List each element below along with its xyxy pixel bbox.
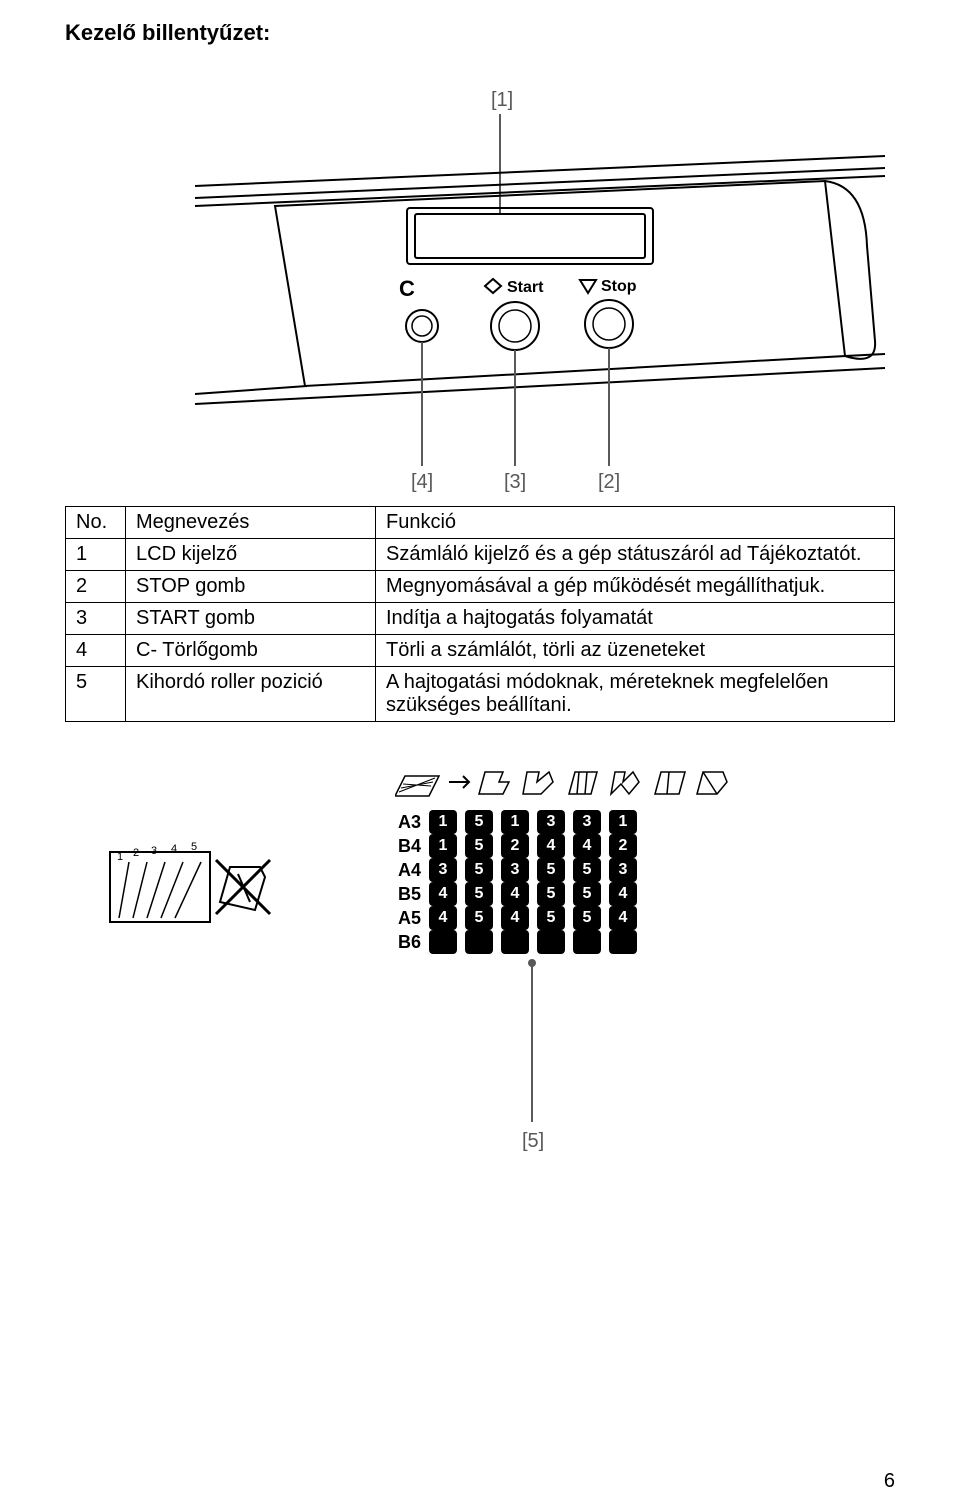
svg-text:3: 3 xyxy=(151,845,157,857)
fold-chart-figure: 1 2 3 4 5 xyxy=(65,762,895,1142)
callout-5: [5] xyxy=(522,1130,544,1152)
fold-row: A4 3 5 3 5 5 3 xyxy=(383,858,637,882)
svg-text:2: 2 xyxy=(133,847,139,859)
header-no: No. xyxy=(66,507,126,539)
fold-grid: A3 1 5 1 3 3 1 B4 1 5 2 4 4 2 A4 3 5 3 5… xyxy=(383,810,637,954)
page-title: Kezelő billentyűzet: xyxy=(65,20,895,46)
table-row: 2 STOP gomb Megnyomásával a gép működésé… xyxy=(66,571,895,603)
svg-text:4: 4 xyxy=(171,843,177,855)
table-row: 3 START gomb Indítja a hajtogatás folyam… xyxy=(66,603,895,635)
table-header-row: No. Megnevezés Funkció xyxy=(66,507,895,539)
c-button xyxy=(406,310,438,342)
svg-text:1: 1 xyxy=(117,851,123,863)
fold-row: A3 1 5 1 3 3 1 xyxy=(383,810,637,834)
start-label: Start xyxy=(507,279,544,296)
page-number: 6 xyxy=(884,1470,895,1493)
c-label: C xyxy=(399,276,415,301)
control-panel-diagram: [1] C Start Stop [4] [3] [2] xyxy=(185,86,905,446)
header-func: Funkció xyxy=(376,507,895,539)
fold-row: B5 4 5 4 5 5 4 xyxy=(383,882,637,906)
svg-text:5: 5 xyxy=(191,841,197,853)
header-name: Megnevezés xyxy=(126,507,376,539)
function-table: No. Megnevezés Funkció 1 LCD kijelző Szá… xyxy=(65,506,895,722)
start-button xyxy=(491,302,539,350)
fold-row: B4 1 5 2 4 4 2 xyxy=(383,834,637,858)
table-row: 4 C- Törlőgomb Törli a számlálót, törli … xyxy=(66,635,895,667)
callout-2: [2] xyxy=(598,471,620,493)
stop-button xyxy=(585,300,633,348)
fold-row: A5 4 5 4 5 5 4 xyxy=(383,906,637,930)
start-icon xyxy=(485,279,501,293)
callout-4: [4] xyxy=(411,471,433,493)
fold-row: B6 xyxy=(383,930,637,954)
callout-1: [1] xyxy=(491,89,513,111)
table-row: 1 LCD kijelző Számláló kijelző és a gép … xyxy=(66,539,895,571)
table-row: 5 Kihordó roller pozició A hajtogatási m… xyxy=(66,667,895,722)
stop-icon xyxy=(580,280,596,293)
stop-label: Stop xyxy=(601,278,637,295)
callout-3: [3] xyxy=(504,471,526,493)
